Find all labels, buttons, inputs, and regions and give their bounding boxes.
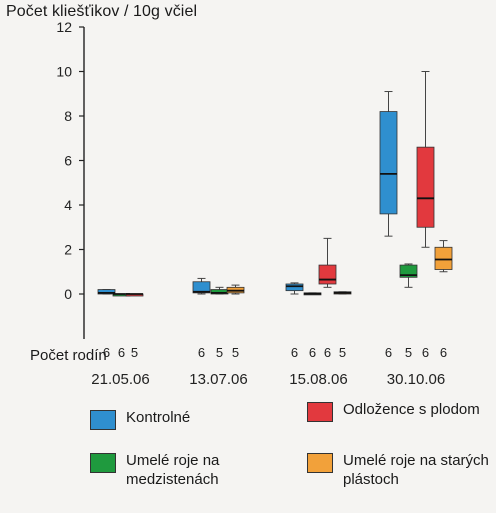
date-label-row: 21.05.06 13.07.06 15.08.06 30.10.06	[91, 371, 445, 388]
y-tick-label: 12	[56, 19, 72, 35]
legend-label-kontrolne: Kontrolné	[126, 409, 191, 426]
legend-swatch-kontrolne	[90, 410, 116, 430]
date-label: 15.08.06	[289, 371, 347, 388]
family-count: 5	[232, 345, 239, 360]
family-count: 6	[291, 345, 298, 360]
box-body	[379, 111, 398, 215]
box-1-0	[192, 277, 211, 295]
box-2-1	[303, 292, 322, 296]
box-0-2	[125, 293, 144, 297]
legend-swatch-odlozence	[307, 402, 333, 422]
y-tick-label: 0	[64, 286, 72, 302]
date-label: 21.05.06	[91, 371, 149, 388]
box-3-0	[379, 91, 398, 237]
family-count: 6	[103, 345, 110, 360]
legend-item-odlozence: Odložence s plodom	[307, 400, 480, 422]
family-count: 5	[131, 345, 138, 360]
legend-item-umele-roje-starych: Umelé roje na starých plástoch	[307, 451, 493, 489]
legend-swatch-umele-roje-starych	[307, 453, 333, 473]
y-tick-label: 6	[64, 153, 72, 169]
family-count: 5	[405, 345, 412, 360]
box-3-1	[399, 263, 418, 288]
y-axis: 0 2 4 6 8 10 12	[56, 19, 85, 339]
y-axis-title: Počet kliešťikov / 10g včiel	[6, 3, 198, 20]
family-count: 6	[198, 345, 205, 360]
box-3-2	[416, 71, 435, 248]
box-2-3	[333, 291, 352, 295]
box-2-2	[318, 237, 337, 288]
legend-label-odlozence: Odložence s plodom	[343, 401, 480, 418]
box-body	[434, 246, 453, 270]
y-tick-label: 2	[64, 242, 72, 258]
plot-area	[97, 71, 453, 297]
legend-swatch-umele-roje-medzistenach	[90, 453, 116, 473]
box-3-3	[434, 240, 453, 273]
y-tick-label: 10	[56, 64, 72, 80]
family-count: 6	[385, 345, 392, 360]
family-count: 5	[216, 345, 223, 360]
y-tick-label: 8	[64, 108, 72, 124]
legend-item-kontrolne: Kontrolné	[90, 408, 190, 430]
family-count-label: Počet rodín	[30, 347, 107, 364]
date-label: 30.10.06	[387, 371, 445, 388]
legend-label-umele-roje-starych: Umelé roje na starých plástoch	[343, 452, 489, 488]
box-0-0	[97, 289, 116, 295]
family-count: 6	[324, 345, 331, 360]
box-1-1	[210, 286, 229, 295]
box-body	[285, 283, 304, 292]
family-count: 5	[339, 345, 346, 360]
y-tick-label: 4	[64, 197, 72, 213]
legend-item-umele-roje-medzistenach: Umelé roje na medzistenách	[90, 451, 276, 489]
family-count: 6	[422, 345, 429, 360]
box-2-0	[285, 282, 304, 295]
box-1-3	[226, 284, 245, 295]
box-body	[318, 264, 337, 285]
legend-label-umele-roje-medzistenach: Umelé roje na medzistenách	[126, 452, 220, 488]
date-label: 13.07.06	[189, 371, 247, 388]
box-body	[192, 281, 211, 294]
box-body	[416, 146, 435, 228]
box-body	[97, 289, 116, 295]
family-count: 6	[118, 345, 125, 360]
family-count: 6	[309, 345, 316, 360]
family-count: 6	[440, 345, 447, 360]
